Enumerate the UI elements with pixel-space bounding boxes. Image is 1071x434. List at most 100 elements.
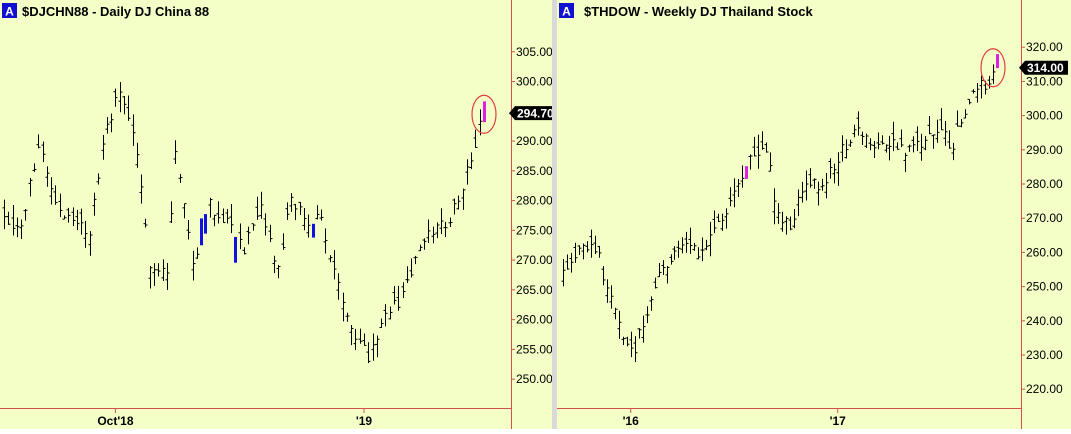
price-bar xyxy=(895,142,900,150)
price-bar xyxy=(688,227,693,254)
price-bar xyxy=(605,279,610,303)
badge-a[interactable] xyxy=(2,3,17,18)
x-tick-label: '17 xyxy=(830,414,847,428)
price-bar xyxy=(752,136,757,157)
price-bar xyxy=(808,168,813,188)
price-bar xyxy=(887,135,892,161)
price-bar xyxy=(569,252,574,273)
price-bar xyxy=(939,108,944,131)
price-bar xyxy=(963,109,968,119)
price-bar xyxy=(609,285,614,309)
price-bar xyxy=(629,331,634,358)
price-bar xyxy=(788,216,793,231)
y-tick-label: 240.00 xyxy=(1026,314,1063,328)
price-bar xyxy=(649,296,654,311)
price-bar xyxy=(696,247,701,260)
price-bar xyxy=(800,181,805,203)
last-price-tag: 294.70 xyxy=(509,106,558,121)
price-bar xyxy=(426,219,431,244)
y-tick-label: 320.00 xyxy=(1026,40,1063,54)
price-bar xyxy=(971,89,976,94)
price-bar xyxy=(19,219,24,240)
price-bar xyxy=(792,209,797,229)
price-bar xyxy=(306,214,311,238)
price-bar xyxy=(776,203,781,224)
price-bar xyxy=(597,245,602,258)
price-bar xyxy=(657,263,662,278)
price-bar xyxy=(32,163,37,172)
price-bar xyxy=(75,209,80,231)
badge-a[interactable] xyxy=(559,3,574,18)
price-bar xyxy=(152,263,157,286)
price-bar xyxy=(804,170,809,201)
price-bar xyxy=(169,201,174,223)
price-bar xyxy=(28,177,33,197)
price-bar xyxy=(293,203,298,221)
price-bar xyxy=(122,96,127,115)
price-bar xyxy=(212,214,217,227)
y-tick-label: 300.00 xyxy=(1026,109,1063,123)
price-bar xyxy=(469,152,474,170)
y-tick-label: 270.00 xyxy=(1026,211,1063,225)
price-bar xyxy=(418,244,423,252)
y-tick-label: 280.00 xyxy=(1026,177,1063,191)
price-bar xyxy=(298,201,303,215)
price-bar xyxy=(66,207,71,223)
price-bar xyxy=(413,255,418,265)
price-bar xyxy=(345,312,350,322)
y-tick-label: 220.00 xyxy=(1026,382,1063,396)
price-bar xyxy=(276,264,281,279)
y-tick-label: 310.00 xyxy=(1026,74,1063,88)
price-bar xyxy=(617,310,622,339)
price-bar xyxy=(935,119,940,143)
y-tick-label: 250.00 xyxy=(516,372,553,386)
price-bar xyxy=(880,135,885,145)
price-bar xyxy=(362,333,367,346)
price-bar xyxy=(225,209,230,224)
price-bar xyxy=(931,134,936,149)
price-bar xyxy=(405,266,410,284)
price-bar xyxy=(772,188,777,225)
price-bar xyxy=(242,247,247,255)
price-bar xyxy=(118,82,123,113)
panel-divider[interactable] xyxy=(552,0,557,429)
price-bar xyxy=(371,333,376,361)
price-bar xyxy=(379,318,384,329)
price-bar xyxy=(816,181,821,206)
x-tick-label: '16 xyxy=(623,414,640,428)
price-bar xyxy=(92,192,97,216)
price-bar xyxy=(156,263,161,277)
y-tick-label: 260.00 xyxy=(516,313,553,327)
price-bar xyxy=(49,177,54,205)
price-bar xyxy=(238,223,243,250)
y-tick-label: 305.00 xyxy=(516,45,553,59)
price-bar xyxy=(23,209,28,221)
plot-background xyxy=(0,0,552,429)
price-bar xyxy=(991,64,996,84)
last-price-tag: 314.00 xyxy=(1019,60,1068,75)
y-tick-label: 280.00 xyxy=(516,194,553,208)
price-bar xyxy=(565,254,570,270)
price-bar xyxy=(832,163,837,184)
chart-title: $DJCHN88 - Daily DJ China 88 xyxy=(22,4,209,19)
x-tick-label: '19 xyxy=(356,414,373,428)
price-bar xyxy=(979,75,984,99)
price-bar xyxy=(328,255,333,263)
price-bar xyxy=(135,142,140,168)
last-price-label: 314.00 xyxy=(1027,61,1064,75)
price-bar xyxy=(740,165,745,188)
highlight-circle xyxy=(980,48,1006,88)
price-bar xyxy=(448,217,453,228)
price-bar xyxy=(96,173,101,185)
price-bar xyxy=(229,203,234,234)
price-bar xyxy=(392,286,397,305)
price-bar xyxy=(581,243,586,260)
price-bar xyxy=(844,139,849,159)
price-bar xyxy=(919,133,924,161)
plot-background xyxy=(557,0,1071,429)
price-bar xyxy=(700,237,705,262)
price-bar xyxy=(208,197,213,218)
price-bar xyxy=(728,187,733,207)
price-bar xyxy=(903,152,908,173)
